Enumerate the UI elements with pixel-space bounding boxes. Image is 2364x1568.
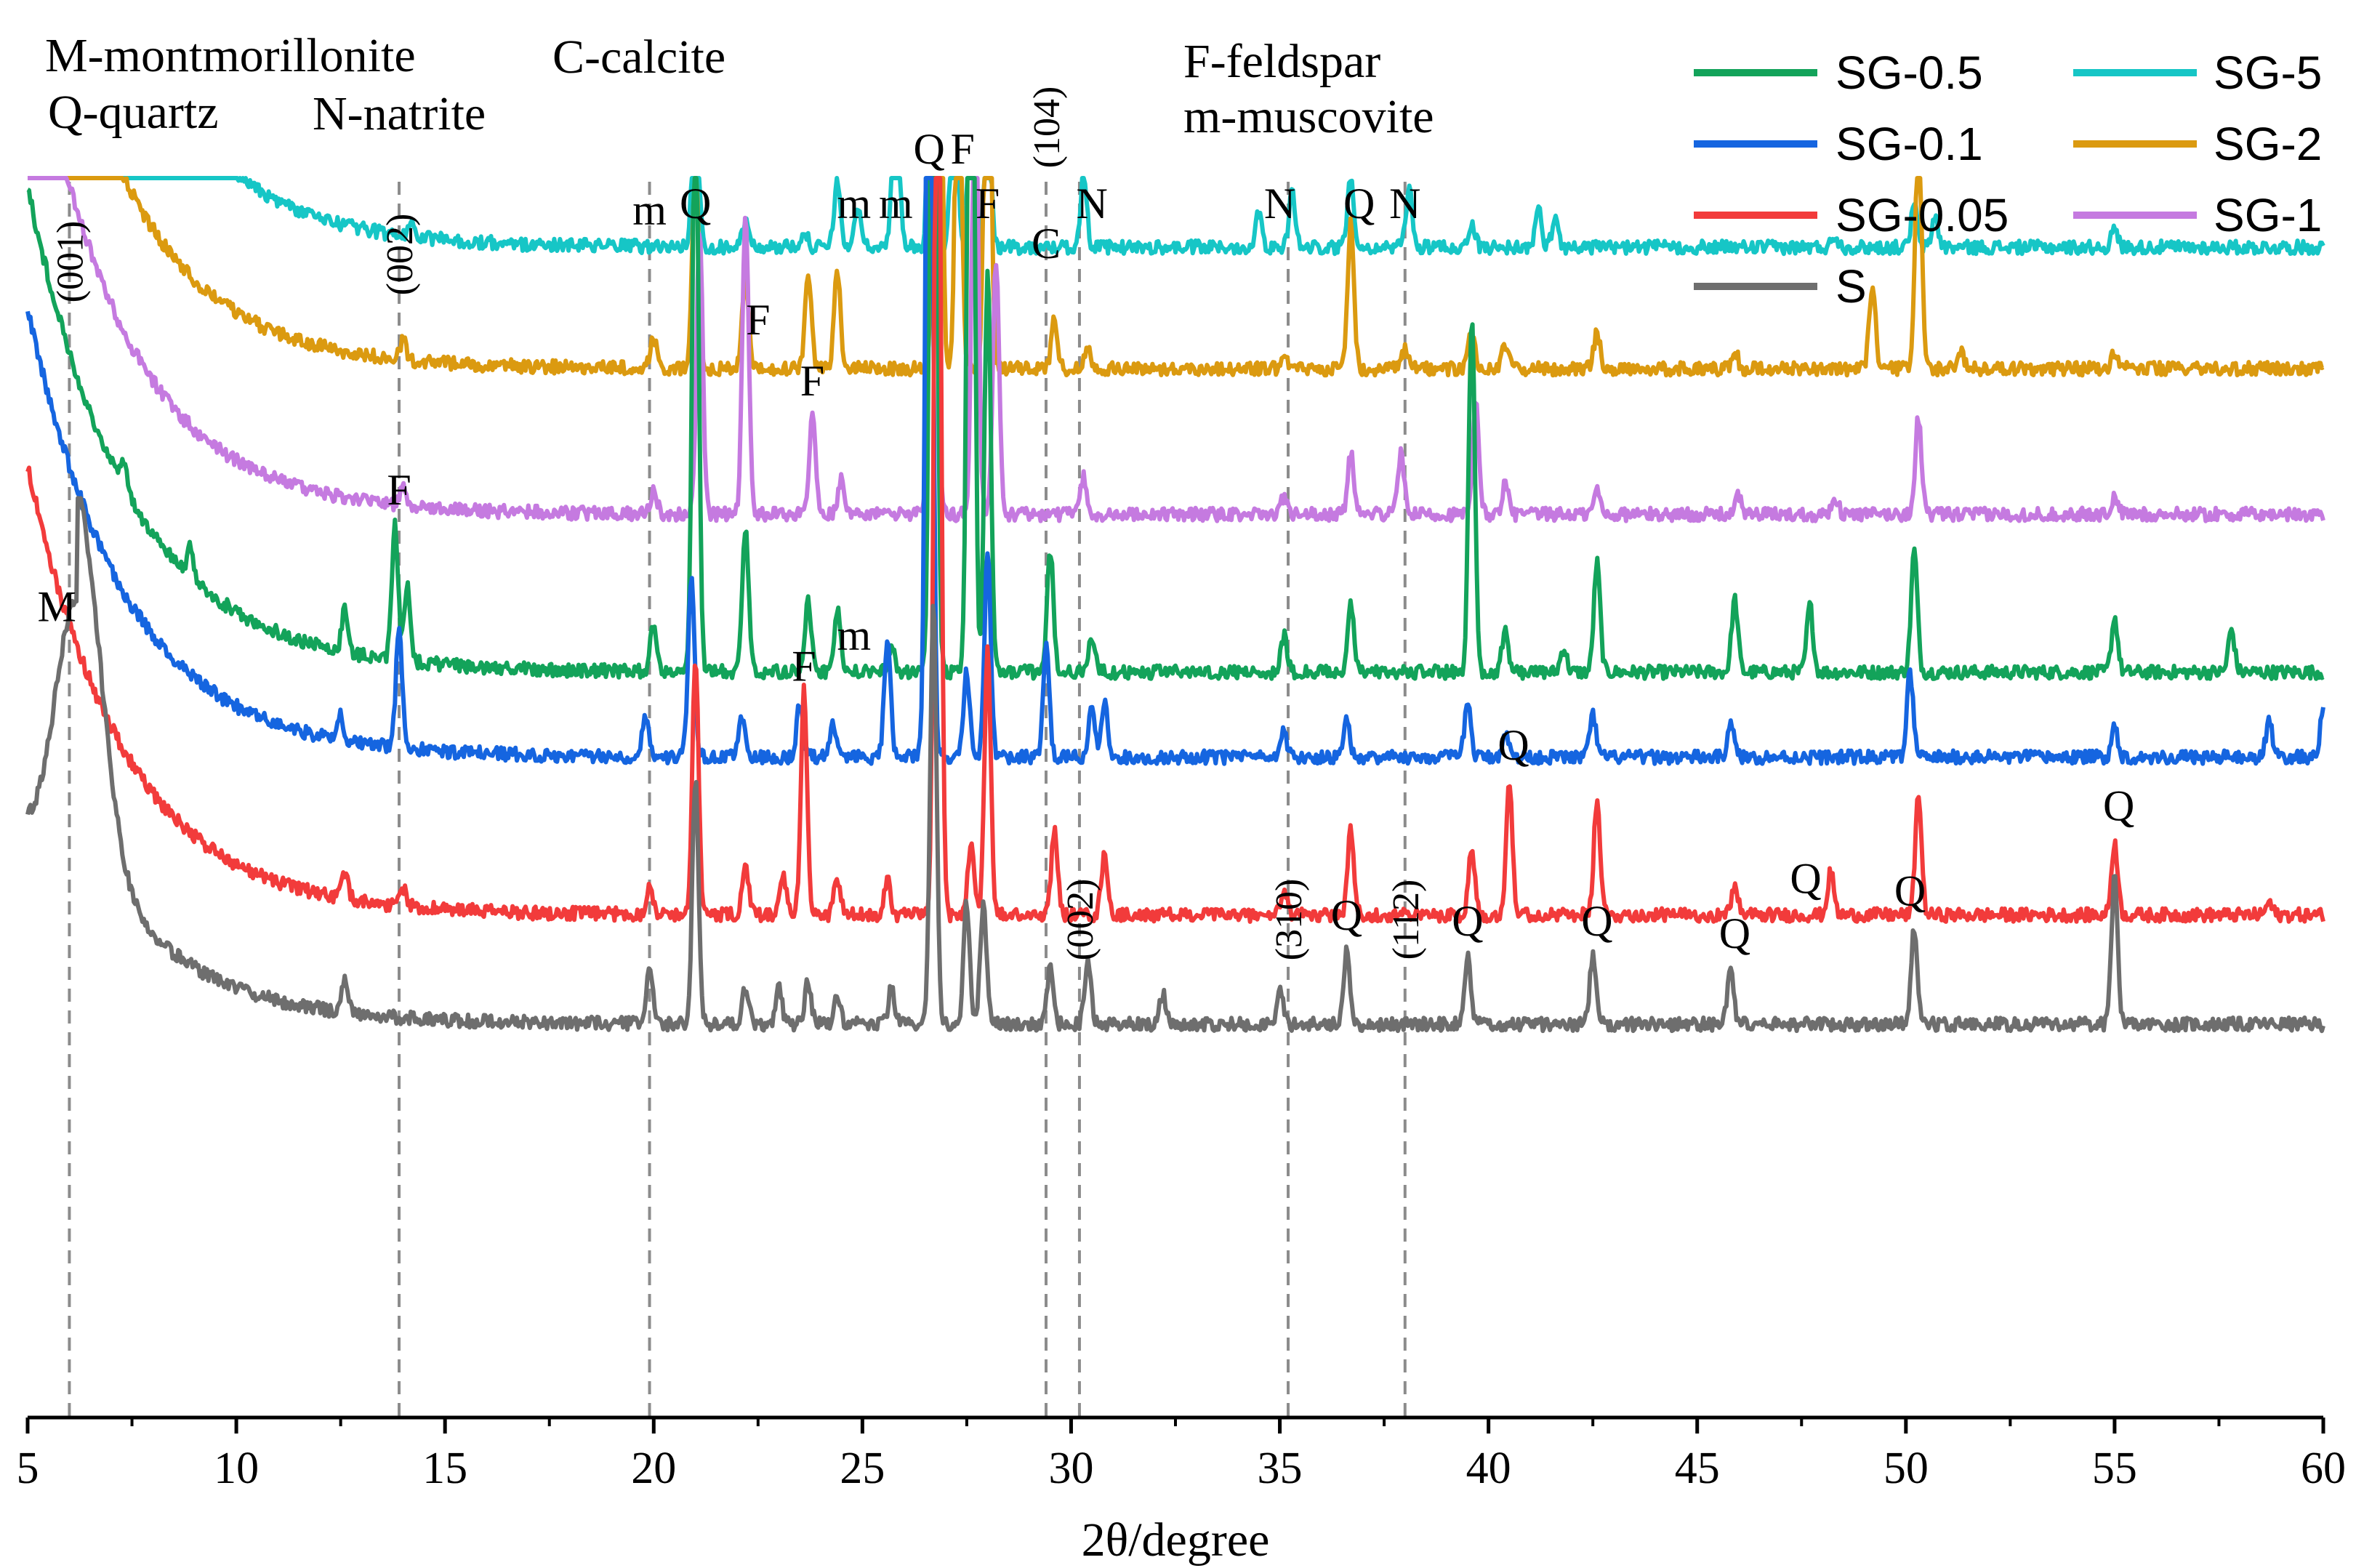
x-tick-label: 50 [1883, 1444, 1929, 1493]
legend-label-sg-0-1: SG-0.1 [1836, 118, 1983, 170]
mineral-legend-feldspar: F-feldspar [1183, 35, 1380, 88]
mineral-legend-muscovite: m-muscovite [1183, 90, 1434, 143]
series-line-sg-1 [27, 176, 2325, 523]
x-tick-label: 20 [631, 1444, 676, 1493]
series-line-sg-0-05 [25, 176, 2325, 924]
legend-label-sg-1: SG-1 [2214, 189, 2322, 241]
legend-item-sg-1: SG-1 [2073, 189, 2322, 241]
legend-label-sg-5: SG-5 [2214, 47, 2322, 99]
legend-item-sg-0-5: SG-0.5 [1694, 47, 1983, 99]
legend-label-sg-2: SG-2 [2214, 118, 2322, 170]
peak-label: F [746, 296, 770, 344]
x-tick-label: 10 [214, 1444, 259, 1493]
mineral-legend-natrite: N-natrite [313, 87, 486, 140]
series-lines [25, 176, 2325, 1034]
plane-label: (104) [1026, 87, 1068, 169]
peak-label: Q [1790, 855, 1821, 903]
x-tick-label: 5 [17, 1444, 39, 1493]
plane-label: (310) [1269, 879, 1310, 961]
peak-label: C [1032, 220, 1061, 268]
series-line-sg-2 [27, 176, 2325, 378]
series-line-sg-5 [27, 176, 2325, 257]
x-tick-label: 15 [422, 1444, 467, 1493]
mineral-legend-quartz: Q-quartz [48, 86, 219, 139]
legend-label-sg-0-05: SG-0.05 [1836, 189, 2009, 241]
legend-label-sg-0-5: SG-0.5 [1836, 47, 1983, 99]
legend-item-sg-0-1: SG-0.1 [1694, 118, 1983, 170]
peak-label: Q [1719, 909, 1750, 957]
mineral-legend-montmorillonite: M-montmorillonite [45, 29, 416, 82]
peak-label: M [38, 583, 76, 631]
plane-label: (002) [379, 214, 421, 296]
peak-label: Q [914, 125, 945, 173]
series-line-s [25, 496, 2325, 1034]
peak-label: m [837, 180, 872, 228]
plane-label: (112) [1386, 880, 1427, 960]
peak-label: Q [1497, 721, 1529, 769]
peak-label: F [950, 125, 974, 173]
x-tick-label: 40 [1466, 1444, 1511, 1493]
legend-item-s: S [1694, 260, 1867, 313]
x-ticks: 5 10 15 20 25 30 35 40 45 50 55 60 [17, 1418, 2346, 1493]
x-tick-label: 55 [2092, 1444, 2137, 1493]
peak-label: F [387, 466, 411, 514]
x-tick-label: 35 [1258, 1444, 1303, 1493]
x-tick-label: 30 [1048, 1444, 1093, 1493]
plane-labels: (001) (002) (104) (002) (310) (112) [49, 87, 1426, 961]
legend-item-sg-2: SG-2 [2073, 118, 2322, 170]
peak-label: Q [1452, 897, 1483, 945]
peak-label: Q [2103, 782, 2134, 830]
peak-label: Q [1581, 897, 1612, 945]
peak-label: m [632, 186, 667, 234]
plane-label: (002) [1060, 879, 1101, 961]
peak-label: m [837, 611, 872, 659]
x-tick-label: 60 [2301, 1444, 2346, 1493]
peak-label: F [800, 357, 824, 405]
peak-label: Q [680, 180, 711, 228]
series-line-sg-0-5 [26, 176, 2325, 681]
peak-label: Q [1894, 867, 1926, 914]
peak-label: N [1076, 180, 1107, 228]
legend-item-sg-5: SG-5 [2073, 47, 2322, 99]
x-tick-label: 25 [840, 1444, 885, 1493]
mineral-legend-calcite: C-calcite [552, 31, 725, 84]
legend-item-sg-0-05: SG-0.05 [1694, 189, 2009, 241]
peak-label: F [792, 642, 816, 690]
peak-label: F [976, 180, 1000, 228]
plane-label: (001) [49, 221, 91, 303]
legend-label-s: S [1836, 260, 1867, 313]
peak-label: m [879, 180, 913, 228]
series-legend: SG-0.5 SG-0.1 SG-0.05 S SG-5 SG-2 SG-1 [1694, 47, 2322, 313]
mineral-legend: M-montmorillonite C-calcite Q-quartz N-n… [45, 29, 1434, 143]
peak-label: N [1264, 180, 1295, 228]
peak-label: Q [1343, 180, 1375, 228]
peak-label: Q [1331, 891, 1362, 939]
x-tick-label: 45 [1675, 1444, 1720, 1493]
peak-label: N [1389, 180, 1420, 228]
reference-lines [68, 182, 1407, 1418]
x-axis-title: 2θ/degree [1082, 1513, 1270, 1567]
series-line-sg-0-1 [25, 176, 2325, 766]
